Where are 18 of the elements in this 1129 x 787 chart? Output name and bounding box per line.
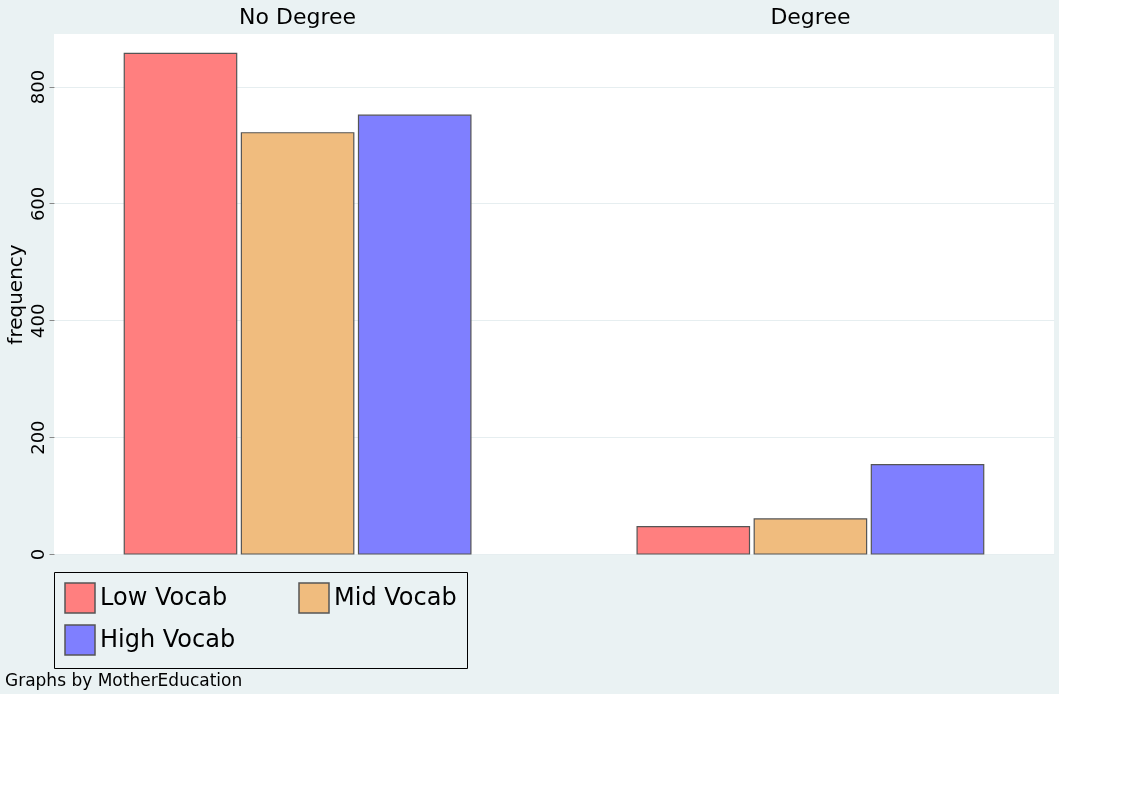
- legend-label: High Vocab: [100, 625, 236, 653]
- bar: [123, 52, 238, 555]
- legend-label: Mid Vocab: [334, 583, 457, 611]
- y-tick-label: 200: [26, 420, 48, 455]
- y-axis-title: frequency: [2, 244, 27, 345]
- y-tick-label: 800: [26, 69, 48, 105]
- legend-label: Low Vocab: [100, 583, 228, 611]
- x-tick-label: Degree: [770, 3, 851, 29]
- y-tick-label: 0: [26, 548, 48, 561]
- bar: [753, 518, 868, 555]
- text: Graphs by MotherEducation: [5, 669, 243, 690]
- x-tick-label: No Degree: [239, 3, 357, 29]
- y-tick-label: 600: [26, 186, 48, 222]
- bar: [240, 132, 355, 555]
- y-tick-label: 400: [26, 303, 48, 338]
- bar: [870, 464, 985, 555]
- bar: [357, 114, 472, 555]
- bar: [636, 525, 751, 555]
